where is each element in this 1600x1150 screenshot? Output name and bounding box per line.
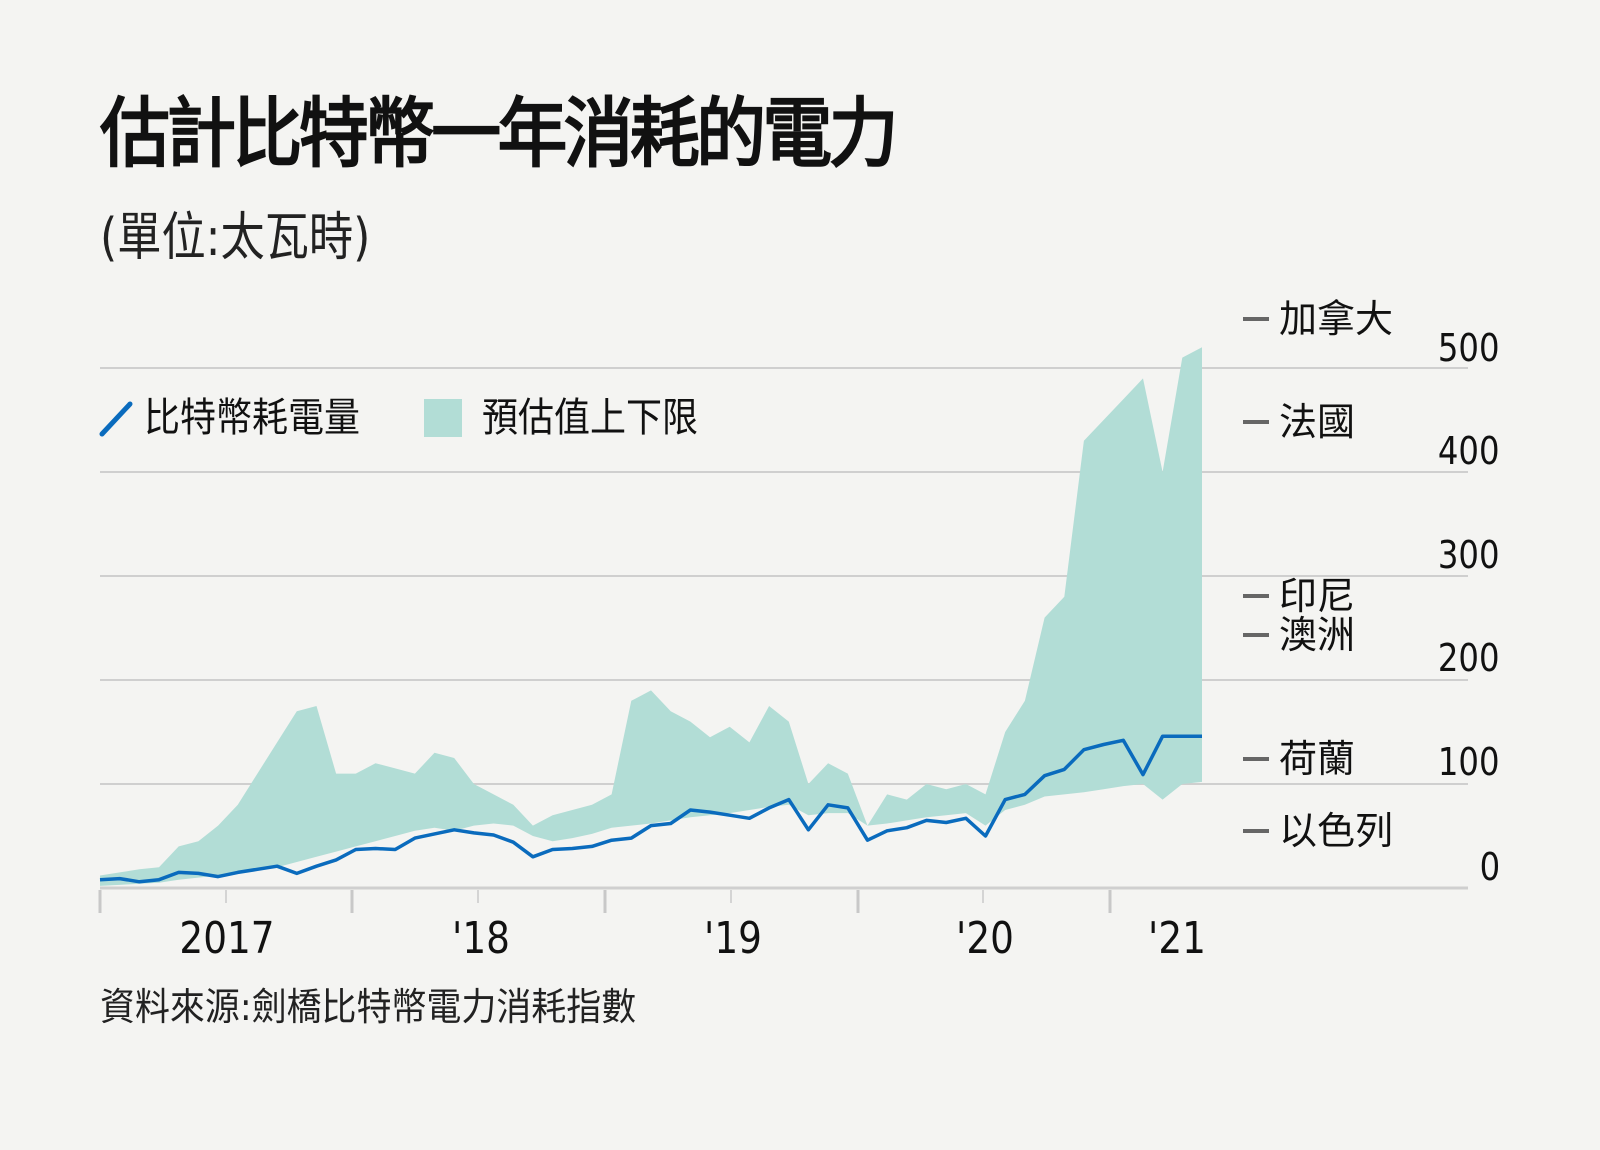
square-swatch-icon xyxy=(424,399,462,437)
reference-netherlands: 荷蘭 xyxy=(1243,740,1355,778)
legend-item-range: 預估值上下限 xyxy=(424,398,722,438)
legend: 比特幣耗電量 預估值上下限 xyxy=(98,398,762,438)
reference-label: 印尼 xyxy=(1279,574,1356,618)
dash-icon xyxy=(1243,829,1269,833)
legend-label-consumption: 比特幣耗電量 xyxy=(144,395,360,441)
reference-australia: 澳洲 xyxy=(1243,616,1355,654)
x-tick-2019: '19 xyxy=(704,913,762,964)
source-note: 資料來源:劍橋比特幣電力消耗指數 xyxy=(100,985,637,1029)
legend-label-range: 預估值上下限 xyxy=(482,395,698,441)
reference-indonesia: 印尼 xyxy=(1243,577,1355,615)
dash-icon xyxy=(1243,317,1269,321)
reference-israel: 以色列 xyxy=(1243,812,1393,850)
reference-label: 以色列 xyxy=(1279,809,1394,853)
reference-label: 澳洲 xyxy=(1279,613,1356,657)
x-axis xyxy=(98,890,1112,913)
y-tick-500: 500 xyxy=(1438,326,1500,370)
estimate-range-band xyxy=(100,347,1202,886)
x-tick-2020: '20 xyxy=(956,913,1014,964)
x-tick-2018: '18 xyxy=(452,913,510,964)
reference-label: 法國 xyxy=(1279,400,1356,444)
y-tick-100: 100 xyxy=(1438,740,1500,784)
diagonal-line-swatch-icon xyxy=(99,401,133,437)
x-tick-2021: '21 xyxy=(1148,913,1206,964)
chart-title: 估計比特幣一年消耗的電力 xyxy=(100,89,899,178)
dash-icon xyxy=(1243,757,1269,761)
dash-icon xyxy=(1243,420,1269,424)
reference-label: 加拿大 xyxy=(1279,297,1394,341)
dash-icon xyxy=(1243,633,1269,637)
y-tick-400: 400 xyxy=(1438,429,1500,473)
reference-label: 荷蘭 xyxy=(1279,737,1356,781)
dash-icon xyxy=(1243,594,1269,598)
y-tick-200: 200 xyxy=(1438,636,1500,680)
reference-canada: 加拿大 xyxy=(1243,300,1393,338)
reference-france: 法國 xyxy=(1243,403,1355,441)
y-tick-0: 0 xyxy=(1479,845,1500,889)
legend-item-consumption: 比特幣耗電量 xyxy=(98,398,384,438)
bitcoin-consumption-line xyxy=(99,734,1202,884)
x-tick-2017: 2017 xyxy=(179,913,275,964)
gridlines xyxy=(100,367,1468,890)
y-tick-300: 300 xyxy=(1438,533,1500,577)
chart-subtitle: (單位:太瓦時) xyxy=(100,208,371,268)
